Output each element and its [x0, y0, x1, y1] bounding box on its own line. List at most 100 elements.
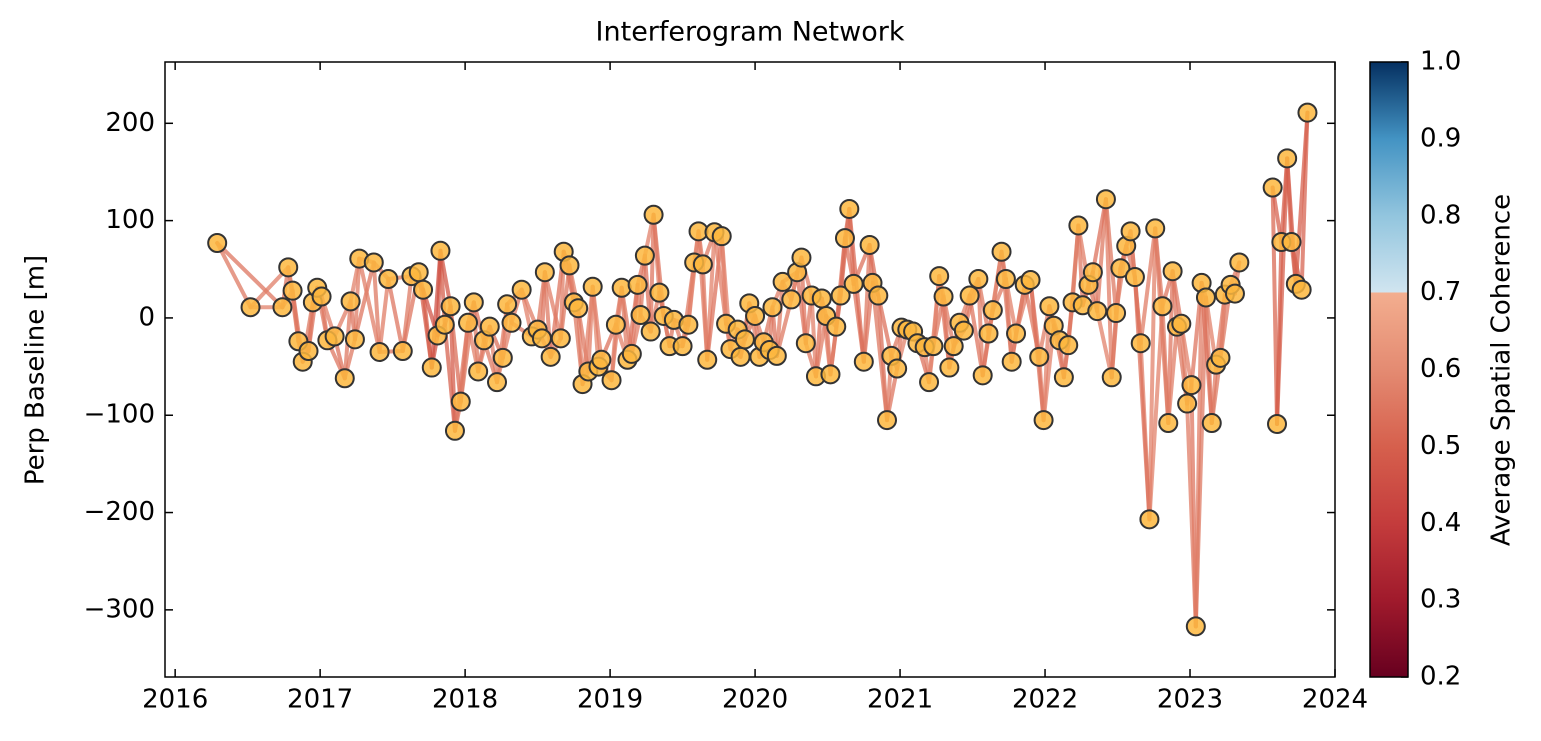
- acquisition: [540, 346, 561, 367]
- acquisition: [791, 247, 812, 268]
- acquisition: [640, 321, 661, 342]
- colorbar-tick-label: 1.0: [1420, 47, 1461, 77]
- acquisition: [1277, 148, 1298, 169]
- acquisition: [1082, 262, 1103, 283]
- x-tick-label: 2021: [867, 685, 933, 715]
- interferogram: [442, 322, 457, 433]
- acquisition: [643, 204, 664, 225]
- acquisition: [919, 372, 940, 393]
- interferogram: [686, 229, 701, 327]
- colorbar-label: Average Spatial Coherence: [1487, 194, 1517, 546]
- y-axis-label: Perp Baseline [m]: [21, 255, 51, 485]
- acquisition: [1158, 413, 1179, 434]
- acquisition: [1262, 177, 1283, 198]
- x-tick-label: 2018: [432, 685, 498, 715]
- interferogram: [1275, 156, 1290, 426]
- acquisition: [834, 228, 855, 249]
- acquisition: [1110, 258, 1131, 279]
- acquisition: [340, 291, 361, 312]
- acquisition: [1039, 296, 1060, 317]
- acquisition: [1068, 215, 1089, 236]
- acquisition: [939, 357, 960, 378]
- acquisition: [334, 368, 355, 389]
- acquisition: [734, 329, 755, 350]
- acquisition: [298, 341, 319, 362]
- points: [207, 102, 1318, 637]
- acquisition: [463, 292, 484, 313]
- acquisition: [531, 328, 552, 349]
- acquisition: [1124, 267, 1145, 288]
- acquisition: [282, 280, 303, 301]
- x-tick-label: 2019: [577, 685, 643, 715]
- acquisition: [344, 329, 365, 350]
- acquisition: [943, 336, 964, 357]
- acquisition: [730, 346, 751, 367]
- acquisition: [1185, 616, 1206, 637]
- acquisition: [1087, 301, 1108, 322]
- acquisition: [1201, 413, 1222, 434]
- acquisition: [492, 347, 513, 368]
- y-tick-label: 100: [105, 205, 155, 235]
- x-tick-label: 2020: [722, 685, 788, 715]
- acquisition: [991, 241, 1012, 262]
- acquisition: [978, 323, 999, 344]
- interferogram: [215, 240, 285, 310]
- acquisition: [1058, 335, 1079, 356]
- acquisition: [487, 372, 508, 393]
- acquisition: [1162, 261, 1183, 282]
- acquisition: [634, 245, 655, 266]
- acquisition: [859, 234, 880, 255]
- acquisition: [972, 365, 993, 386]
- acquisition: [1130, 333, 1151, 354]
- acquisition: [820, 364, 841, 385]
- acquisition: [444, 420, 465, 441]
- acquisition: [605, 314, 626, 335]
- acquisition: [479, 316, 500, 337]
- interferogram: [1293, 110, 1310, 286]
- x-tick-label: 2023: [1157, 685, 1223, 715]
- acquisition: [795, 333, 816, 354]
- acquisition: [1001, 351, 1022, 372]
- acquisition: [240, 297, 261, 318]
- acquisition: [672, 336, 693, 357]
- acquisition: [1101, 367, 1122, 388]
- colorbar-tick-label: 0.9: [1420, 123, 1461, 153]
- acquisition: [929, 266, 950, 287]
- interferogram: [838, 206, 852, 298]
- acquisition: [369, 341, 390, 362]
- acquisition: [1020, 269, 1041, 290]
- acquisition: [853, 351, 874, 372]
- acquisition: [959, 285, 980, 306]
- interferogram: [1147, 304, 1165, 522]
- acquisition: [440, 296, 461, 317]
- acquisition: [591, 349, 612, 370]
- plot-frame: [164, 61, 1336, 678]
- x-tick-label: 2024: [1302, 685, 1368, 715]
- interferogram: [1166, 324, 1179, 426]
- acquisition: [781, 289, 802, 310]
- acquisition: [621, 343, 642, 364]
- acquisition: [378, 269, 399, 290]
- acquisition: [953, 320, 974, 341]
- x-tick-label: 2022: [1012, 685, 1078, 715]
- colorbar-tick-label: 0.8: [1420, 200, 1461, 230]
- x-tick-label: 2017: [287, 685, 353, 715]
- interferogram: [870, 280, 890, 423]
- acquisition: [1224, 283, 1245, 304]
- acquisition: [1006, 323, 1027, 344]
- acquisition: [1120, 221, 1141, 242]
- acquisition: [450, 391, 471, 412]
- acquisition: [511, 279, 532, 300]
- colorbar-tick-label: 0.4: [1420, 508, 1461, 538]
- interferogram: [371, 260, 382, 354]
- acquisition: [434, 314, 455, 335]
- interferogram: [215, 240, 253, 310]
- acquisition: [278, 257, 299, 278]
- acquisition: [830, 285, 851, 306]
- acquisition: [630, 305, 651, 326]
- acquisition: [772, 271, 793, 292]
- interferogram: [1193, 295, 1208, 629]
- acquisition: [877, 410, 898, 431]
- acquisition: [601, 370, 622, 391]
